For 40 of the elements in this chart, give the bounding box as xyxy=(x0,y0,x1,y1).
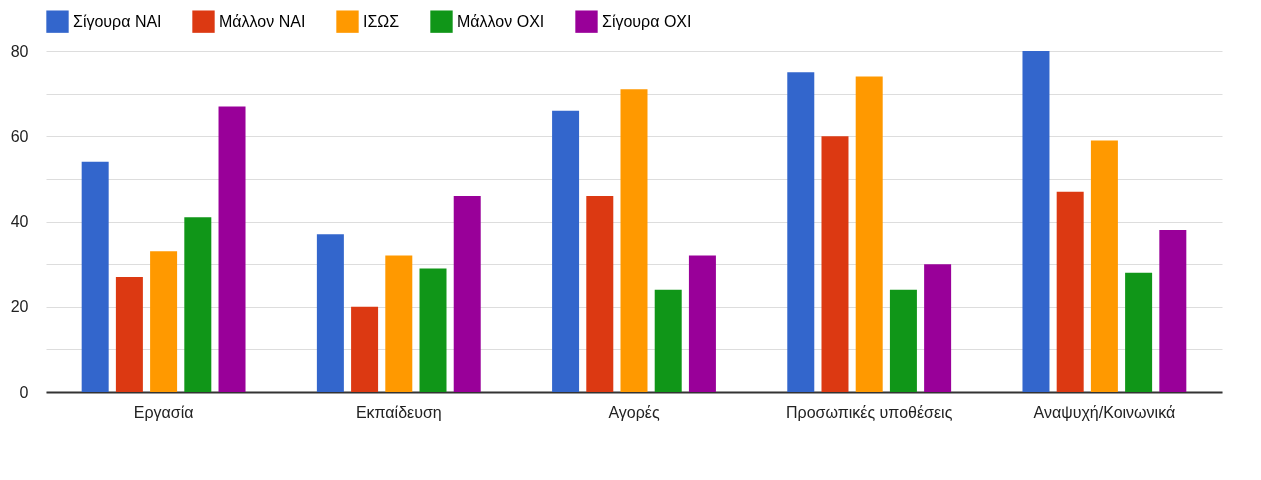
bar xyxy=(385,255,413,392)
bar xyxy=(787,72,815,392)
x-tick-label: Εκπαίδευση xyxy=(355,403,442,421)
bar xyxy=(821,136,849,392)
x-tick-label: Εργασία xyxy=(133,403,194,421)
bar xyxy=(889,289,917,392)
bar xyxy=(218,106,246,392)
y-tick-label: 60 xyxy=(10,127,29,145)
legend-label: Μάλλον ΟΧΙ xyxy=(457,12,545,30)
bar xyxy=(81,161,109,392)
bar xyxy=(150,251,178,392)
bar xyxy=(1159,230,1187,392)
bar xyxy=(654,289,682,392)
y-tick-label: 0 xyxy=(19,383,29,401)
x-tick-label: Προσωπικές υποθέσεις xyxy=(786,403,953,421)
y-tick-label: 40 xyxy=(10,213,29,230)
bar xyxy=(419,268,447,392)
bar xyxy=(1090,140,1118,392)
bar xyxy=(184,217,212,392)
bar xyxy=(1056,191,1084,392)
y-tick-label: 80 xyxy=(10,42,29,60)
bar xyxy=(316,234,344,392)
bar xyxy=(924,264,952,392)
x-tick-label: Αγορές xyxy=(608,403,660,421)
y-tick-label: 20 xyxy=(10,298,29,316)
legend-label: Σίγουρα ΝΑΙ xyxy=(73,12,162,30)
bar xyxy=(586,195,614,392)
bar xyxy=(351,306,379,392)
legend-label: ΙΣΩΣ xyxy=(363,12,400,30)
legend-label: Σίγουρα ΟΧΙ xyxy=(602,12,692,30)
bar xyxy=(1022,51,1050,392)
bar xyxy=(1125,272,1153,392)
bar xyxy=(552,110,580,392)
bar xyxy=(855,76,883,392)
x-tick-label: Αναψυχή/Κοινωνικά xyxy=(1033,403,1176,421)
legend-label: Μάλλον ΝΑΙ xyxy=(219,12,306,30)
bar xyxy=(453,195,481,392)
bar xyxy=(688,255,716,392)
bar xyxy=(115,276,143,392)
bar xyxy=(620,89,648,392)
